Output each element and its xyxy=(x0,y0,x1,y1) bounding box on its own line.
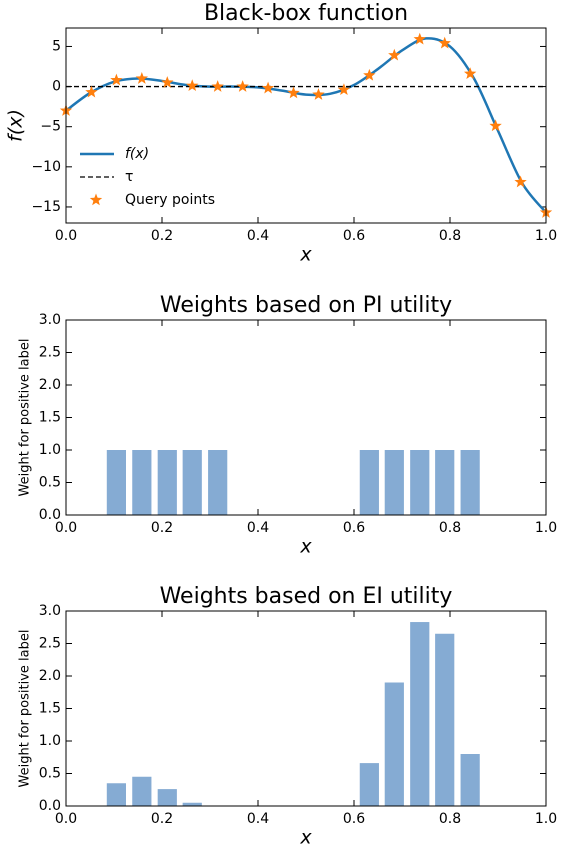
x-tick-label: 0.0 xyxy=(55,520,77,536)
x-tick-label: 0.0 xyxy=(55,228,77,244)
x-tick-label: 0.4 xyxy=(247,520,269,536)
legend-label: τ xyxy=(125,169,133,185)
y-tick-label: −10 xyxy=(31,159,61,175)
y-tick-label: −15 xyxy=(31,199,61,215)
query-point xyxy=(110,73,123,86)
y-tick-label: 3.0 xyxy=(39,312,61,328)
y-tick-label: 0.0 xyxy=(39,798,61,814)
query-point xyxy=(211,80,224,92)
y-tick-label: 2.5 xyxy=(39,636,61,652)
y-tick-label: 1.5 xyxy=(39,701,61,717)
x-tick-label: 0.2 xyxy=(151,811,173,827)
query-point xyxy=(261,81,275,94)
bar xyxy=(182,450,202,515)
bar xyxy=(106,783,126,806)
query-point xyxy=(514,175,527,188)
bar xyxy=(182,802,202,806)
query-point xyxy=(363,68,376,81)
x-axis-label: x xyxy=(299,536,312,558)
x-tick-label: 0.0 xyxy=(55,811,77,827)
query-point xyxy=(337,83,351,96)
y-tick-label: 2.5 xyxy=(39,345,61,361)
x-tick-label: 1.0 xyxy=(535,520,557,536)
x-tick-label: 0.2 xyxy=(151,520,173,536)
legend-label: f(x) xyxy=(125,146,149,162)
y-tick-label: 1.0 xyxy=(39,442,61,458)
query-point xyxy=(463,67,477,79)
x-tick-label: 0.4 xyxy=(247,228,269,244)
bar xyxy=(384,450,404,515)
bar xyxy=(384,682,404,806)
bar xyxy=(106,450,126,515)
y-tick-label: 0.5 xyxy=(39,475,61,491)
legend-label: Query points xyxy=(125,192,215,208)
bar xyxy=(157,450,177,515)
x-axis-label: x xyxy=(299,827,312,849)
query-point xyxy=(413,32,426,45)
query-point xyxy=(85,85,98,98)
chart-title: Black-box function xyxy=(204,1,408,26)
query-point xyxy=(161,76,174,88)
axes-frame xyxy=(65,27,547,224)
bar xyxy=(359,450,379,515)
bar xyxy=(460,450,480,515)
bar xyxy=(132,776,152,806)
y-tick-label: 5 xyxy=(52,38,61,54)
bar xyxy=(157,789,177,806)
legend-marker xyxy=(89,193,103,206)
bar xyxy=(435,450,455,515)
x-tick-label: 1.0 xyxy=(535,228,557,244)
x-tick-label: 0.8 xyxy=(439,811,461,827)
x-tick-label: 0.8 xyxy=(439,520,461,536)
query-point xyxy=(388,48,401,61)
bar xyxy=(435,633,455,806)
y-axis-label: Weight for positive label xyxy=(18,339,33,497)
y-axis-label: Weight for positive label xyxy=(18,630,33,788)
x-tick-label: 0.6 xyxy=(343,520,365,536)
y-tick-label: 1.5 xyxy=(39,410,61,426)
y-tick-label: −5 xyxy=(40,119,61,135)
bar xyxy=(132,450,152,515)
chart-title: Weights based on EI utility xyxy=(160,584,453,609)
bar xyxy=(410,450,430,515)
x-tick-label: 0.6 xyxy=(343,228,365,244)
y-tick-label: 0.0 xyxy=(39,507,61,523)
x-tick-label: 0.2 xyxy=(151,228,173,244)
bar xyxy=(359,763,379,806)
x-tick-label: 0.6 xyxy=(343,811,365,827)
axes-frame xyxy=(65,610,547,807)
y-tick-label: 3.0 xyxy=(39,603,61,619)
bar xyxy=(410,622,430,806)
query-point xyxy=(489,119,502,132)
x-tick-label: 0.4 xyxy=(247,811,269,827)
y-tick-label: 2.0 xyxy=(39,377,61,393)
query-point xyxy=(236,80,249,92)
x-axis-label: x xyxy=(299,244,312,266)
x-tick-label: 0.8 xyxy=(439,228,461,244)
y-tick-label: 2.0 xyxy=(39,668,61,684)
y-axis-label: f(x) xyxy=(5,109,27,142)
y-tick-label: 1.0 xyxy=(39,733,61,749)
axes-frame xyxy=(65,319,547,516)
query-point xyxy=(438,36,451,49)
y-tick-label: 0.5 xyxy=(39,766,61,782)
function-line xyxy=(66,37,546,214)
query-point xyxy=(135,72,149,84)
query-point xyxy=(312,88,325,100)
bar xyxy=(208,450,228,515)
x-tick-label: 1.0 xyxy=(535,811,557,827)
query-point xyxy=(287,86,300,99)
chart-title: Weights based on PI utility xyxy=(160,293,452,318)
y-tick-label: 0 xyxy=(52,79,61,95)
query-point xyxy=(186,79,199,92)
bar xyxy=(460,754,480,806)
